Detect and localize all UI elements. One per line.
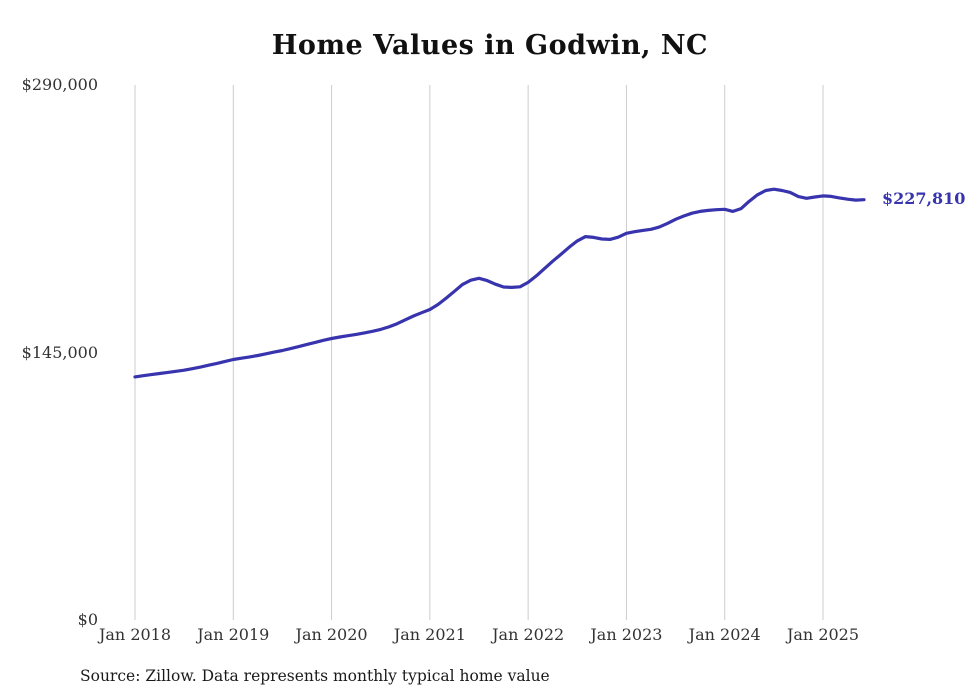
y-tick-label: $290,000: [21, 75, 98, 94]
x-tick-label: Jan 2023: [590, 625, 663, 644]
y-tick-label: $0: [77, 610, 98, 629]
x-tick-label: Jan 2021: [393, 625, 466, 644]
current-value-label: $227,810: [881, 188, 966, 208]
home-value-line-series: [133, 187, 866, 379]
x-tick-label: Jan 2022: [492, 625, 565, 644]
x-tick-label: Jan 2018: [98, 625, 172, 644]
y-tick-label: $145,000: [21, 342, 98, 362]
source-note: Source: Zillow. Data represents monthly …: [80, 667, 550, 685]
x-tick-label: Jan 2025: [786, 625, 860, 644]
chart-title: Home Values in Godwin, NC: [271, 30, 709, 61]
x-tick-label: Jan 2019: [197, 625, 270, 644]
x-tick-label: Jan 2020: [295, 625, 368, 644]
x-tick-label: Jan 2024: [688, 625, 761, 644]
